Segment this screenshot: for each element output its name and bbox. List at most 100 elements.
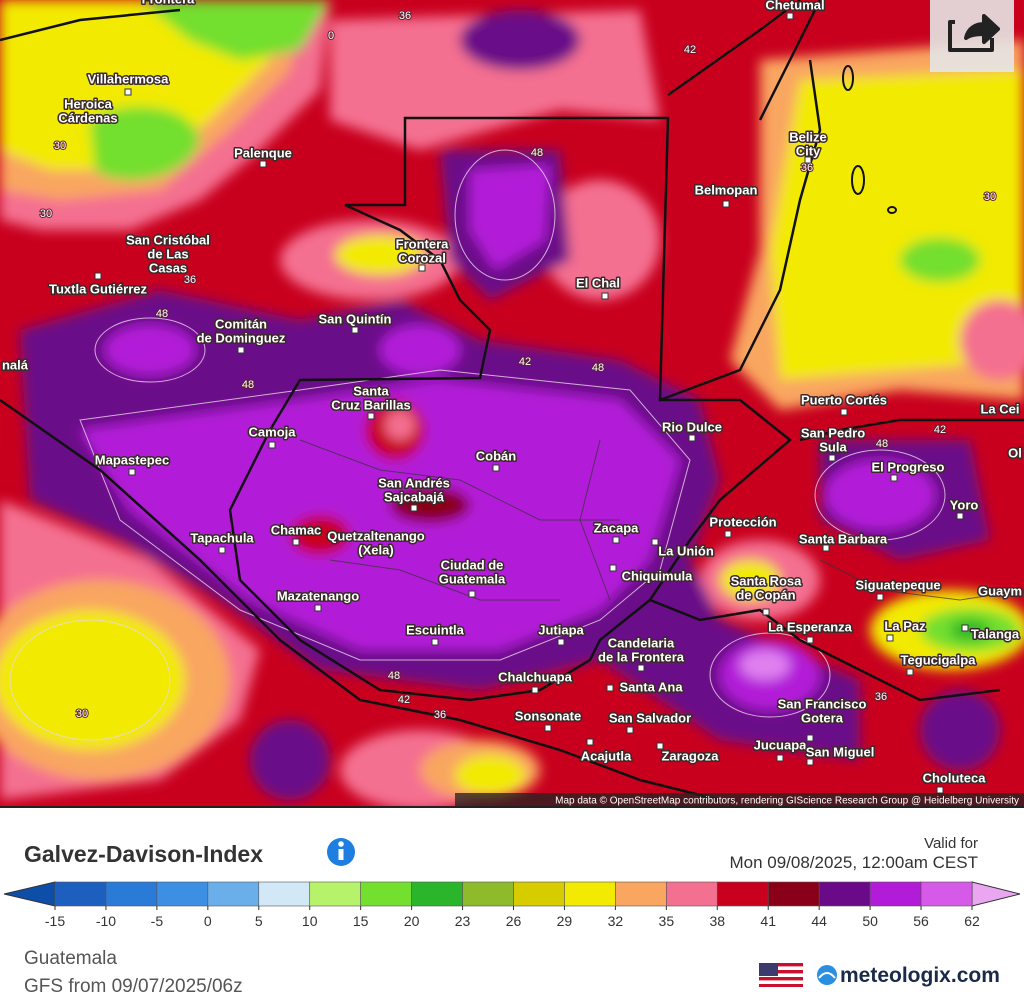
colorbar-tick-label: 32 — [608, 913, 624, 929]
contour-label: 48 — [388, 670, 400, 682]
city-marker — [128, 468, 136, 476]
city-marker — [314, 604, 322, 612]
city-label: City — [796, 143, 821, 158]
city-marker — [259, 160, 267, 168]
contour-label: 42 — [398, 694, 410, 706]
colorbar-tick-label: 41 — [760, 913, 776, 929]
city-marker — [410, 504, 418, 512]
city-label: Santa Barbara — [799, 531, 888, 546]
city-label: El Progreso — [872, 459, 945, 474]
city-label: Tuxtla Gutiérrez — [49, 281, 148, 296]
colorbar-segment — [411, 881, 463, 907]
attribution-bg — [455, 793, 1024, 808]
city-label: Escuintla — [406, 622, 465, 637]
colorbar-tick-label: 15 — [353, 913, 369, 929]
colorbar-tick-label: 10 — [302, 913, 318, 929]
colorbar-segment — [513, 881, 565, 907]
contour-label: 36 — [184, 274, 196, 286]
city-marker — [637, 664, 645, 672]
city-label: de Copán — [736, 587, 795, 602]
contour-label: 48 — [531, 147, 543, 159]
colorbar-tick-label: -5 — [151, 913, 164, 929]
city-label: Palenque — [234, 145, 292, 160]
city-label: Candelaria — [608, 635, 675, 650]
city-label: San Pedro — [801, 425, 865, 440]
city-label: Frontera — [142, 0, 196, 6]
city-label: Guatemala — [439, 571, 506, 586]
city-marker — [840, 408, 848, 416]
city-marker — [822, 544, 830, 552]
city-label: La Paz — [884, 618, 926, 633]
city-label: Frontera — [396, 236, 450, 251]
brand-logo — [817, 965, 837, 985]
city-marker — [806, 758, 814, 766]
city-marker — [218, 546, 226, 554]
city-marker — [237, 346, 245, 354]
city-label: Comitán — [215, 316, 267, 331]
contour-label: 48 — [876, 438, 888, 450]
city-marker — [268, 441, 276, 449]
contour-label: 42 — [519, 356, 531, 368]
city-marker — [651, 538, 659, 546]
city-marker — [724, 530, 732, 538]
city-label: Gotera — [801, 710, 844, 725]
brand: meteologix.com — [840, 964, 1000, 987]
city-marker — [886, 634, 894, 642]
city-label: Chalchuapa — [498, 669, 572, 684]
city-label: San Salvador — [609, 710, 691, 725]
city-marker — [806, 734, 814, 742]
city-label: Zacapa — [594, 520, 640, 535]
colorbar-segment — [360, 881, 412, 907]
colorbar-segment — [615, 881, 667, 907]
info-icon[interactable] — [327, 838, 355, 866]
contour-label: 42 — [684, 44, 696, 56]
city-marker — [492, 464, 500, 472]
contour-label: 30 — [984, 191, 996, 203]
city-marker — [351, 326, 359, 334]
us-flag — [759, 963, 803, 987]
city-marker — [124, 88, 132, 96]
city-label: Ciudad de — [441, 557, 504, 572]
region: Guatemala — [24, 948, 117, 969]
city-label: Santa Rosa — [731, 573, 803, 588]
city-label: Chiquimula — [622, 568, 694, 583]
colorbar-tick-label: 0 — [204, 913, 212, 929]
colorbar-segment — [309, 881, 361, 907]
contour-label: 36 — [434, 709, 446, 721]
city-label: Villahermosa — [88, 71, 169, 86]
contour-label: 0 — [328, 30, 334, 42]
city-marker — [656, 742, 664, 750]
city-label: Corozal — [398, 250, 446, 265]
city-label: La Unión — [658, 543, 714, 558]
city-label: Acajutla — [581, 748, 632, 763]
city-label: Yoro — [950, 497, 979, 512]
city-label: Jucuapa — [754, 737, 808, 752]
city-marker — [94, 272, 102, 280]
city-marker — [956, 512, 964, 520]
city-marker — [468, 590, 476, 598]
city-label: Siguatepeque — [855, 577, 940, 592]
city-label: Rio Dulce — [662, 419, 722, 434]
city-label: Choluteca — [923, 770, 987, 785]
city-marker — [586, 738, 594, 746]
colorbar-segment — [54, 881, 107, 907]
city-marker — [722, 200, 730, 208]
city-label: Chetumal — [765, 0, 824, 12]
city-label: Cárdenas — [58, 110, 117, 125]
colorbar-segment — [564, 881, 616, 907]
city-label: Tapachula — [190, 530, 254, 545]
city-label: Quetzaltenango — [327, 528, 425, 543]
city-label: Protección — [709, 514, 776, 529]
city-marker — [626, 726, 634, 734]
city-marker — [609, 564, 617, 572]
colorbar-tick-label: 62 — [964, 913, 980, 929]
city-marker — [906, 668, 914, 676]
city-marker — [531, 686, 539, 694]
city-marker — [936, 786, 944, 794]
city-label: San Quintín — [319, 311, 392, 326]
city-label: Santa — [353, 383, 389, 398]
colorbar-tick-label: 38 — [709, 913, 725, 929]
map-border — [0, 806, 1024, 808]
colorbar-segment — [105, 881, 158, 907]
